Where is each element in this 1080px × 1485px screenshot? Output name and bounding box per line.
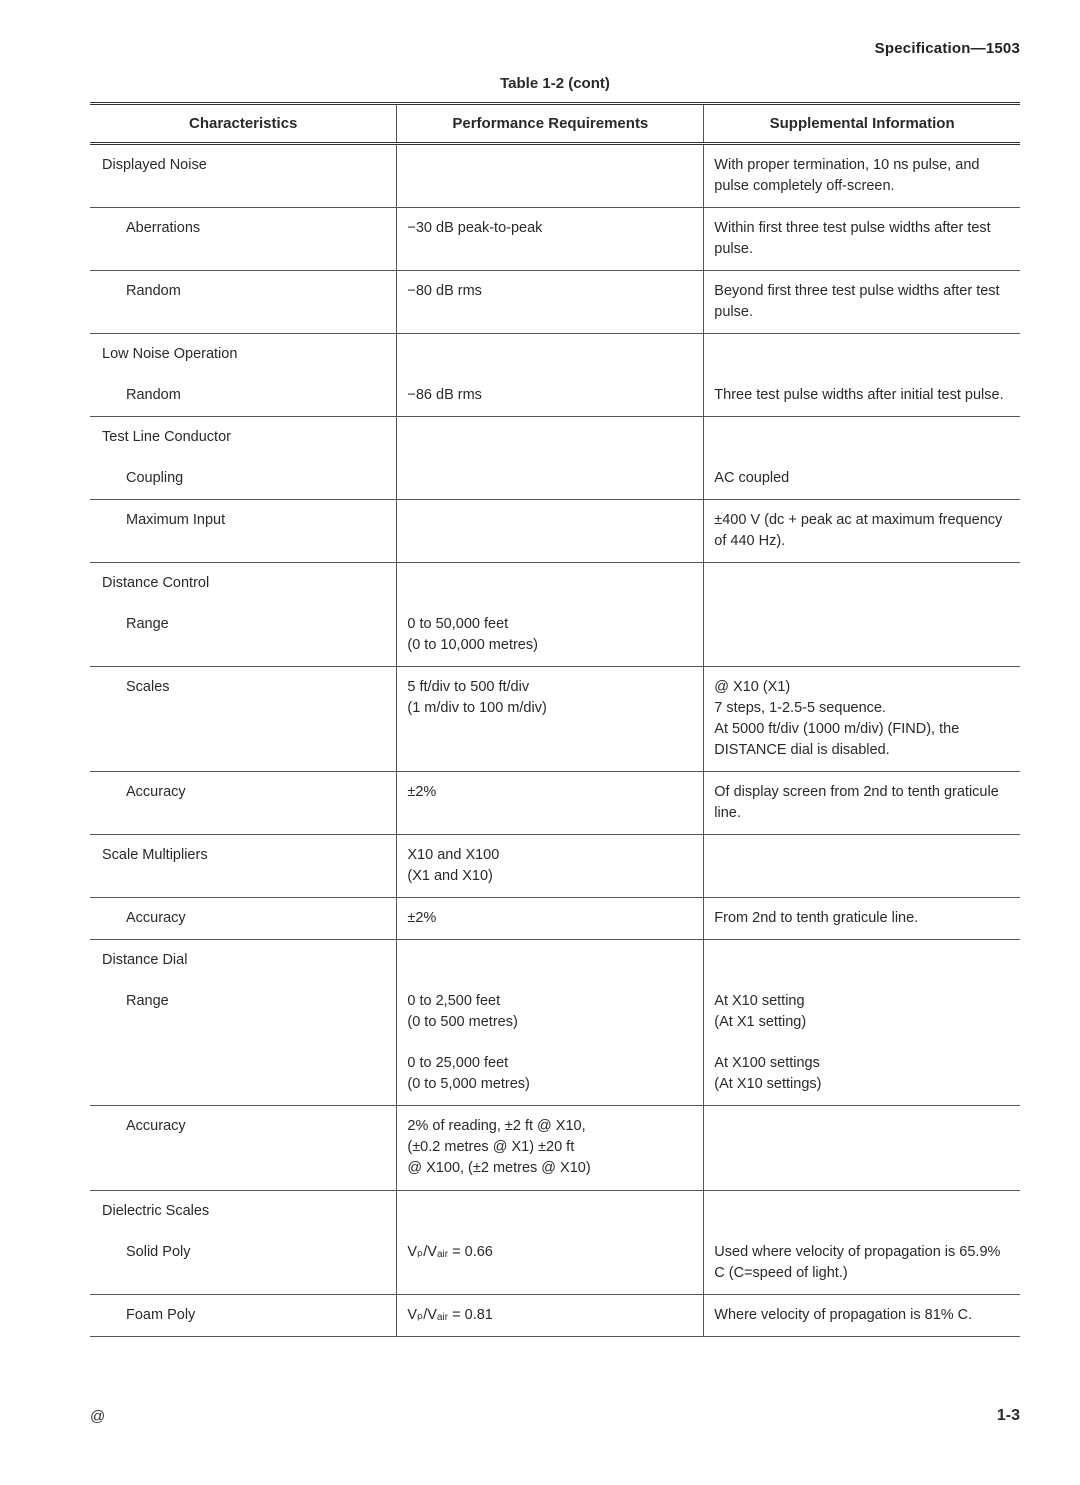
cell-characteristic: Displayed Noise <box>90 144 397 208</box>
cell-characteristic <box>90 1043 397 1106</box>
table-row: Solid PolyVₚ/Vₐᵢᵣ = 0.66Used where veloc… <box>90 1232 1020 1295</box>
table-row: Dielectric Scales <box>90 1190 1020 1232</box>
cell-performance: ±2% <box>397 898 704 940</box>
cell-performance: X10 and X100 (X1 and X10) <box>397 835 704 898</box>
cell-supplemental: AC coupled <box>704 458 1020 500</box>
cell-performance <box>397 417 704 459</box>
cell-supplemental <box>704 334 1020 376</box>
table-row: Coupling AC coupled <box>90 458 1020 500</box>
cell-characteristic: Scales <box>90 667 397 772</box>
page-footer: @ 1-3 <box>90 1407 1020 1425</box>
cell-supplemental <box>704 835 1020 898</box>
cell-performance <box>397 334 704 376</box>
table-row: Distance Control <box>90 563 1020 605</box>
cell-supplemental <box>704 563 1020 605</box>
cell-supplemental: @ X10 (X1) 7 steps, 1-2.5-5 sequence. At… <box>704 667 1020 772</box>
cell-performance: Vₚ/Vₐᵢᵣ = 0.66 <box>397 1232 704 1295</box>
table-row: Accuracy2% of reading, ±2 ft @ X10, (±0.… <box>90 1106 1020 1190</box>
table-row: Range0 to 50,000 feet (0 to 10,000 metre… <box>90 604 1020 667</box>
cell-supplemental: At X100 settings (At X10 settings) <box>704 1043 1020 1106</box>
page-number: 1-3 <box>997 1407 1020 1425</box>
cell-supplemental: Where velocity of propagation is 81% C. <box>704 1294 1020 1336</box>
spec-header: Specification—1503 <box>90 40 1020 57</box>
cell-characteristic: Foam Poly <box>90 1294 397 1336</box>
table-row: Random−86 dB rmsThree test pulse widths … <box>90 375 1020 417</box>
col-header-characteristics: Characteristics <box>90 104 397 144</box>
cell-supplemental <box>704 940 1020 982</box>
cell-performance: Vₚ/Vₐᵢᵣ = 0.81 <box>397 1294 704 1336</box>
table-row: Displayed Noise With proper termination, … <box>90 144 1020 208</box>
cell-characteristic: Distance Control <box>90 563 397 605</box>
cell-performance <box>397 500 704 563</box>
cell-supplemental <box>704 1106 1020 1190</box>
cell-characteristic: Range <box>90 604 397 667</box>
table-row: Scales5 ft/div to 500 ft/div (1 m/div to… <box>90 667 1020 772</box>
cell-supplemental: At X10 setting (At X1 setting) <box>704 981 1020 1043</box>
col-header-performance: Performance Requirements <box>397 104 704 144</box>
cell-supplemental: With proper termination, 10 ns pulse, an… <box>704 144 1020 208</box>
table-row: Maximum Input ±400 V (dc + peak ac at max… <box>90 500 1020 563</box>
table-row: Low Noise Operation <box>90 334 1020 376</box>
cell-supplemental <box>704 1190 1020 1232</box>
cell-supplemental: ±400 V (dc + peak ac at maximum frequenc… <box>704 500 1020 563</box>
cell-characteristic: Low Noise Operation <box>90 334 397 376</box>
cell-performance <box>397 458 704 500</box>
cell-performance: 0 to 2,500 feet (0 to 500 metres) <box>397 981 704 1043</box>
cell-performance: ±2% <box>397 772 704 835</box>
table-body: Displayed Noise With proper termination, … <box>90 144 1020 1337</box>
table-row: Test Line Conductor <box>90 417 1020 459</box>
cell-performance: 0 to 25,000 feet (0 to 5,000 metres) <box>397 1043 704 1106</box>
cell-performance <box>397 1190 704 1232</box>
cell-characteristic: Aberrations <box>90 208 397 271</box>
cell-supplemental <box>704 417 1020 459</box>
cell-supplemental: Of display screen from 2nd to tenth grat… <box>704 772 1020 835</box>
table-header-row: Characteristics Performance Requirements… <box>90 104 1020 144</box>
cell-performance: −30 dB peak-to-peak <box>397 208 704 271</box>
cell-supplemental: Three test pulse widths after initial te… <box>704 375 1020 417</box>
footer-mark: @ <box>90 1408 105 1425</box>
cell-characteristic: Maximum Input <box>90 500 397 563</box>
cell-performance <box>397 144 704 208</box>
table-row: Accuracy±2%Of display screen from 2nd to… <box>90 772 1020 835</box>
cell-supplemental <box>704 604 1020 667</box>
cell-characteristic: Accuracy <box>90 1106 397 1190</box>
cell-performance: −80 dB rms <box>397 271 704 334</box>
cell-characteristic: Dielectric Scales <box>90 1190 397 1232</box>
cell-characteristic: Solid Poly <box>90 1232 397 1295</box>
cell-performance: 2% of reading, ±2 ft @ X10, (±0.2 metres… <box>397 1106 704 1190</box>
cell-supplemental: Beyond first three test pulse widths aft… <box>704 271 1020 334</box>
cell-characteristic: Random <box>90 375 397 417</box>
spec-table: Characteristics Performance Requirements… <box>90 102 1020 1337</box>
table-row: 0 to 25,000 feet (0 to 5,000 metres)At X… <box>90 1043 1020 1106</box>
cell-performance: −86 dB rms <box>397 375 704 417</box>
cell-characteristic: Random <box>90 271 397 334</box>
cell-supplemental: Within first three test pulse widths aft… <box>704 208 1020 271</box>
cell-characteristic: Scale Multipliers <box>90 835 397 898</box>
cell-performance: 0 to 50,000 feet (0 to 10,000 metres) <box>397 604 704 667</box>
table-row: Range0 to 2,500 feet (0 to 500 metres)At… <box>90 981 1020 1043</box>
table-title: Table 1-2 (cont) <box>90 75 1020 92</box>
col-header-supplemental: Supplemental Information <box>704 104 1020 144</box>
table-row: Accuracy±2%From 2nd to tenth graticule l… <box>90 898 1020 940</box>
cell-supplemental: Used where velocity of propagation is 65… <box>704 1232 1020 1295</box>
cell-performance <box>397 940 704 982</box>
cell-characteristic: Range <box>90 981 397 1043</box>
cell-characteristic: Distance Dial <box>90 940 397 982</box>
cell-characteristic: Coupling <box>90 458 397 500</box>
table-row: Random−80 dB rmsBeyond first three test … <box>90 271 1020 334</box>
cell-characteristic: Accuracy <box>90 898 397 940</box>
table-row: Scale MultipliersX10 and X100 (X1 and X1… <box>90 835 1020 898</box>
cell-characteristic: Accuracy <box>90 772 397 835</box>
cell-supplemental: From 2nd to tenth graticule line. <box>704 898 1020 940</box>
table-row: Aberrations−30 dB peak-to-peakWithin fir… <box>90 208 1020 271</box>
cell-performance <box>397 563 704 605</box>
cell-characteristic: Test Line Conductor <box>90 417 397 459</box>
table-row: Distance Dial <box>90 940 1020 982</box>
cell-performance: 5 ft/div to 500 ft/div (1 m/div to 100 m… <box>397 667 704 772</box>
table-row: Foam PolyVₚ/Vₐᵢᵣ = 0.81Where velocity of… <box>90 1294 1020 1336</box>
